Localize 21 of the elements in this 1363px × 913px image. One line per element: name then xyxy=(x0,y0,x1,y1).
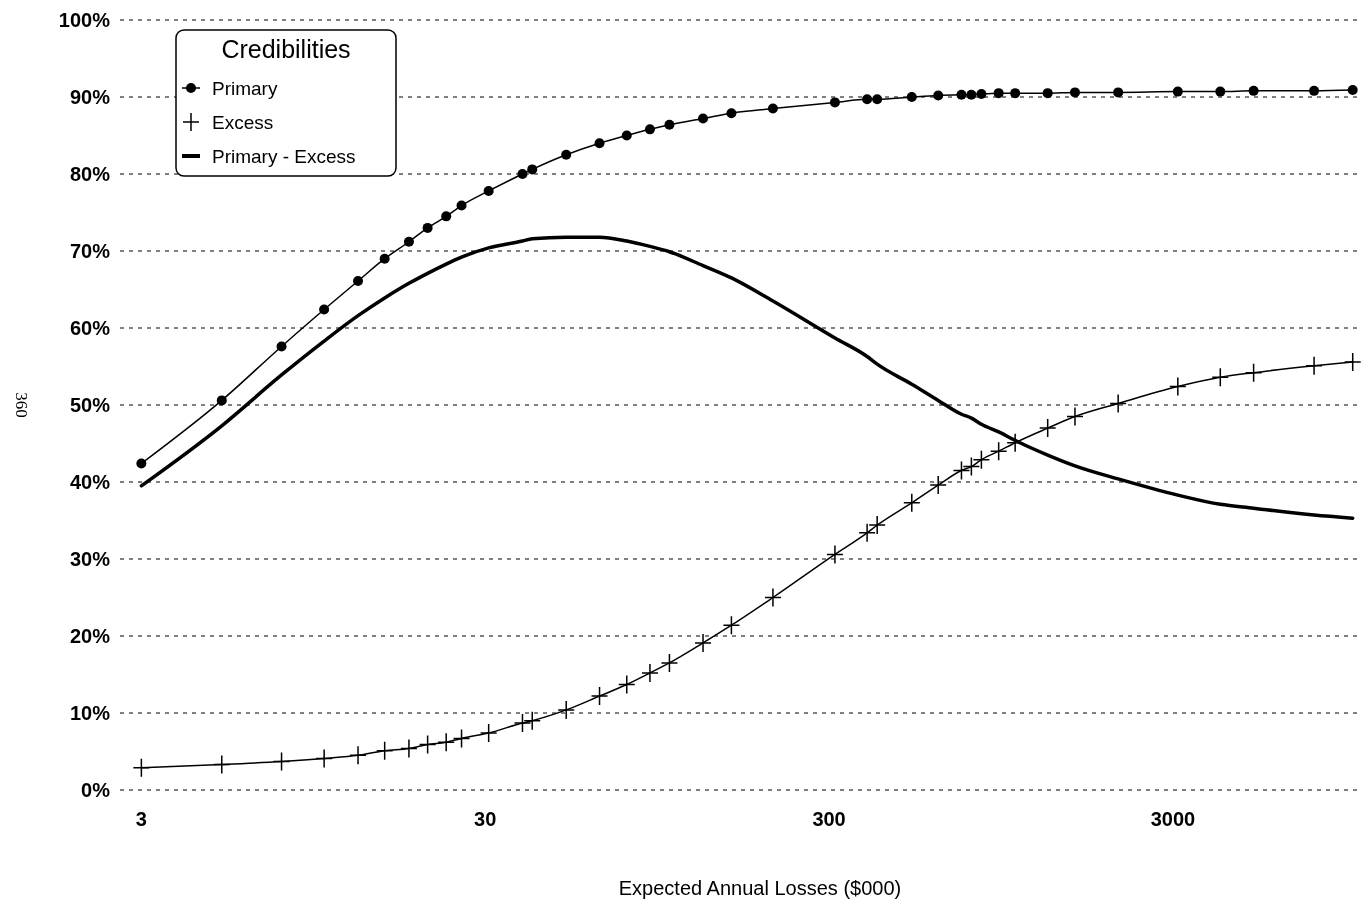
legend-title: Credibilities xyxy=(221,35,351,63)
y-tick-label: 70% xyxy=(69,240,111,262)
y-tick-label: 40% xyxy=(69,471,111,493)
y-tick-label: 90% xyxy=(69,86,111,108)
y-tick-label: 0% xyxy=(81,779,111,801)
y-tick-label: 60% xyxy=(69,317,111,339)
y-tick-label: 20% xyxy=(69,625,111,647)
legend-label: Primary xyxy=(212,77,278,99)
y-tick-label: 10% xyxy=(69,702,111,724)
x-axis-title: Expected Annual Losses ($000) xyxy=(618,877,902,899)
x-tick-label: 3000 xyxy=(1150,808,1196,830)
y-axis-title: 360 xyxy=(12,392,31,418)
y-tick-label: 80% xyxy=(69,163,111,185)
x-tick-label: 3 xyxy=(135,808,147,830)
legend-label: Excess xyxy=(212,111,274,133)
x-tick-label: 30 xyxy=(474,808,497,830)
y-tick-label: 30% xyxy=(69,548,111,570)
y-tick-label: 100% xyxy=(58,9,111,31)
x-tick-label: 300 xyxy=(812,808,846,830)
y-tick-label: 50% xyxy=(69,394,111,416)
legend-label: Primary - Excess xyxy=(212,145,356,167)
